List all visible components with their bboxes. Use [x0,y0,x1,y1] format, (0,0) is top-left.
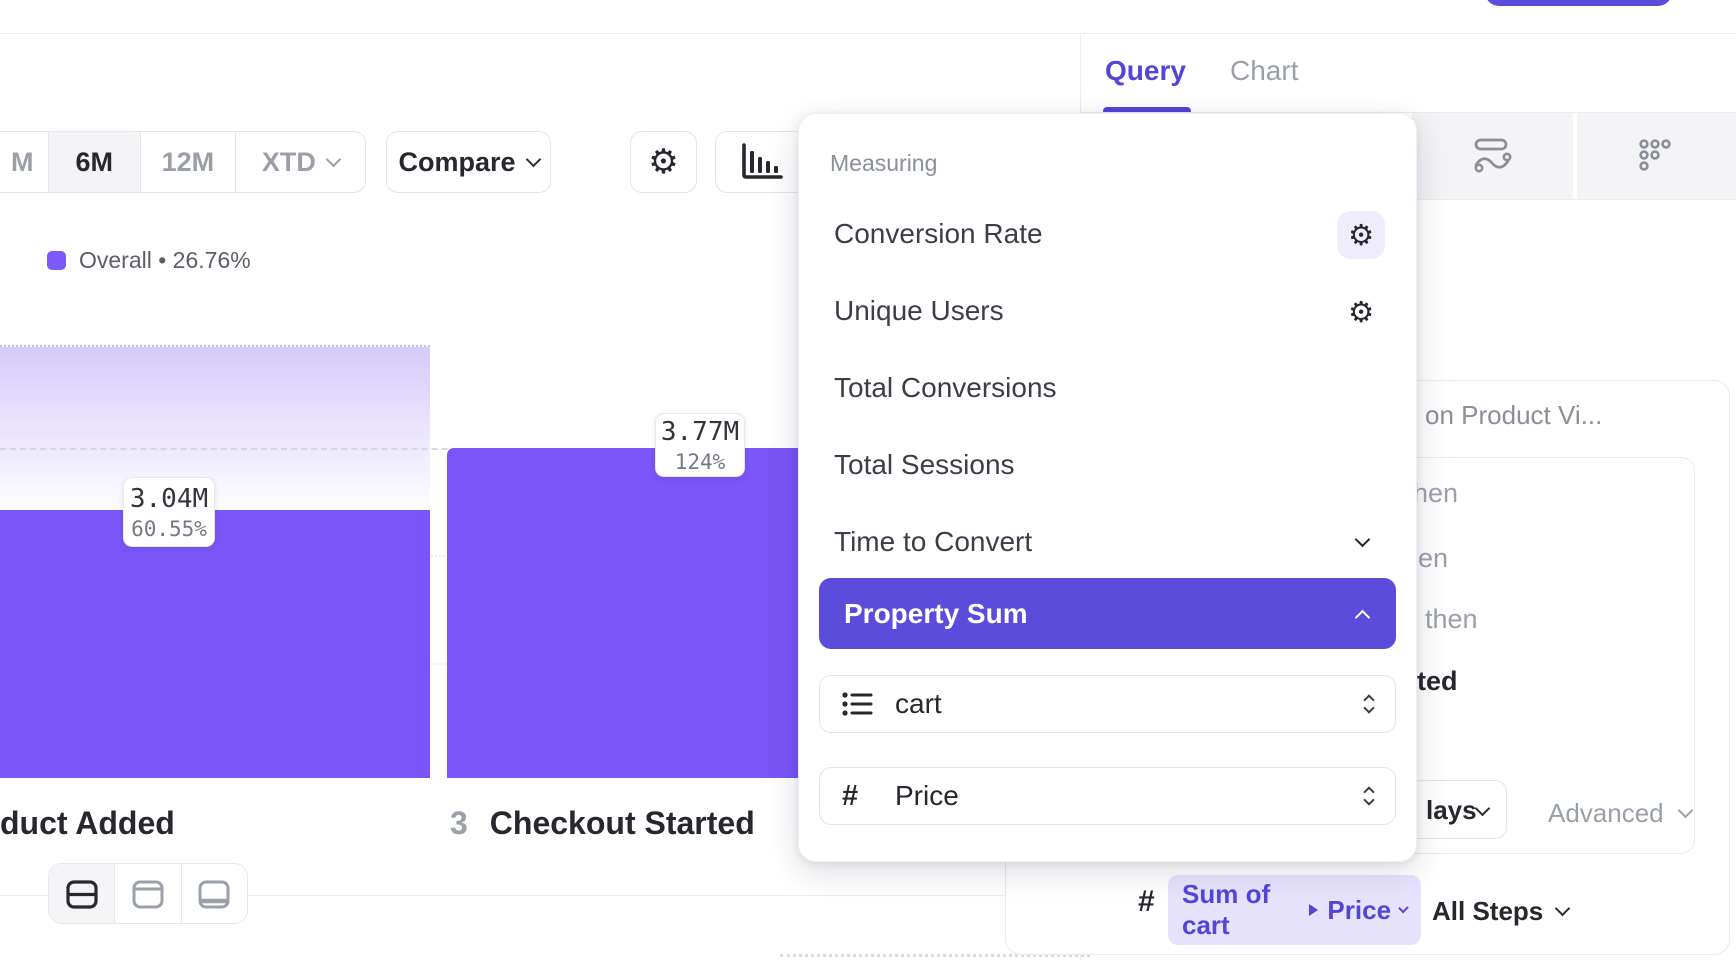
step-conversion: 124% [674,449,726,474]
up-down-stepper-icon [1363,786,1375,806]
measuring-menu-title: Measuring [830,150,938,176]
advanced-label: Advanced [1548,798,1664,828]
time-range-12m[interactable]: 12M [140,132,235,192]
chart-settings-button[interactable]: ⚙ [630,131,697,193]
time-range-hidden[interactable]: M [11,146,34,177]
menu-item-settings-button[interactable]: ⚙ [1337,288,1385,336]
query-card-title: on Product Vi... [1425,400,1603,430]
layout-top-icon [132,880,164,908]
menu-item-conversion-rate[interactable]: Conversion Rate [834,218,1043,249]
layout-toggle-group [48,863,248,924]
step-text-partial: ted [1417,666,1458,696]
step-number: 3 [450,805,468,841]
step-text-partial: then [1425,604,1478,634]
value-label-checkout-started: 3.77M 124% [655,413,745,477]
step-name: Checkout Started [489,805,755,841]
gear-icon: ⚙ [648,142,679,182]
menu-item-settings-button[interactable]: ⚙ [1337,211,1385,259]
hash-icon: # [842,779,859,812]
flows-icon [1473,138,1511,173]
table-top-dotted-line [780,954,1090,957]
conversion-window-label: lays [1426,795,1477,825]
chevron-down-icon [325,151,342,168]
measurement-chip-main: Sum of cart [1182,879,1271,940]
gear-icon: ⚙ [1348,217,1374,252]
menu-item-unique-users[interactable]: Unique Users [834,295,1004,326]
legend-swatch [47,251,66,270]
flows-view-button[interactable] [1412,113,1573,199]
steps-scope-label: All Steps [1432,896,1544,926]
chevron-down-icon [1474,800,1491,817]
step-label-product-added: duct Added [0,805,175,841]
step-conversion: 60.55% [131,516,207,541]
property-select-value: Price [895,780,959,811]
tab-query[interactable]: Query [1105,55,1186,86]
hash-prefix: # [1138,885,1155,918]
funnel-bar-total-gradient [0,345,430,510]
step-text-partial: en [1418,543,1449,573]
caret-right-icon [1309,904,1319,916]
menu-item-property-sum[interactable]: Property Sum [819,578,1396,649]
legend: Overall • 26.76% [47,247,251,274]
funnel-bar-product-added[interactable] [0,510,430,778]
step-text-partial: hen [1413,478,1459,508]
steps-scope-dropdown[interactable]: All Steps [1432,896,1571,927]
active-tab-underline [1103,107,1191,115]
measurement-chip-property: Price [1327,894,1392,925]
step-value: 3.04M [129,483,209,514]
measurement-chip[interactable]: Sum of cart Price [1168,875,1421,945]
property-select-price[interactable]: # Price [819,767,1396,825]
chevron-down-icon [1354,531,1371,548]
step-value: 3.77M [660,416,740,447]
gear-icon: ⚙ [1348,294,1374,329]
property-select-cart[interactable]: cart [819,675,1396,733]
step-label-checkout-started: 3 Checkout Started [450,805,755,842]
chevron-down-icon [525,151,541,168]
legend-label: Overall • 26.76% [79,247,251,273]
layout-bottom-icon [198,880,230,908]
primary-action-button[interactable] [1485,0,1672,6]
tab-chart[interactable]: Chart [1230,55,1299,86]
funnel-dots-view-button[interactable] [1577,113,1736,199]
menu-item-time-to-convert[interactable]: Time to Convert [834,526,1033,557]
time-range-xtd[interactable]: XTD [234,132,365,192]
list-icon [842,691,873,716]
funnel-bar-checkout-started[interactable] [447,448,810,778]
time-range-6m[interactable]: 6M [47,132,141,192]
chart-type-button[interactable] [715,131,807,193]
value-label-product-added: 3.04M 60.55% [123,477,215,547]
funnel-dots-icon [1638,139,1671,171]
section-divider [0,895,1080,896]
menu-item-total-sessions[interactable]: Total Sessions [834,449,1015,480]
chevron-up-icon [1354,609,1371,625]
chevron-down-icon [1554,900,1571,917]
menu-item-label: Property Sum [844,597,1028,629]
header-divider [0,33,1736,34]
layout-split-button[interactable] [49,864,115,923]
menu-item-total-conversions[interactable]: Total Conversions [834,372,1057,403]
chevron-down-icon [1677,802,1693,819]
up-down-stepper-icon [1363,694,1375,714]
chevron-down-icon [1398,902,1409,914]
compare-button[interactable]: Compare [386,131,551,193]
layout-bottom-button[interactable] [180,864,247,923]
tabs-divider [1080,112,1736,113]
time-range-group: M 6M 12M XTD [0,131,366,193]
bar-chart-icon [742,143,783,179]
layout-top-button[interactable] [114,864,180,923]
measuring-menu: Measuring Conversion Rate ⚙ Unique Users… [798,113,1417,862]
time-range-xtd-label: XTD [261,146,316,177]
layout-split-icon [66,879,98,909]
property-select-value: cart [895,688,942,719]
compare-label: Compare [398,146,516,177]
advanced-dropdown[interactable]: Advanced [1548,798,1693,829]
